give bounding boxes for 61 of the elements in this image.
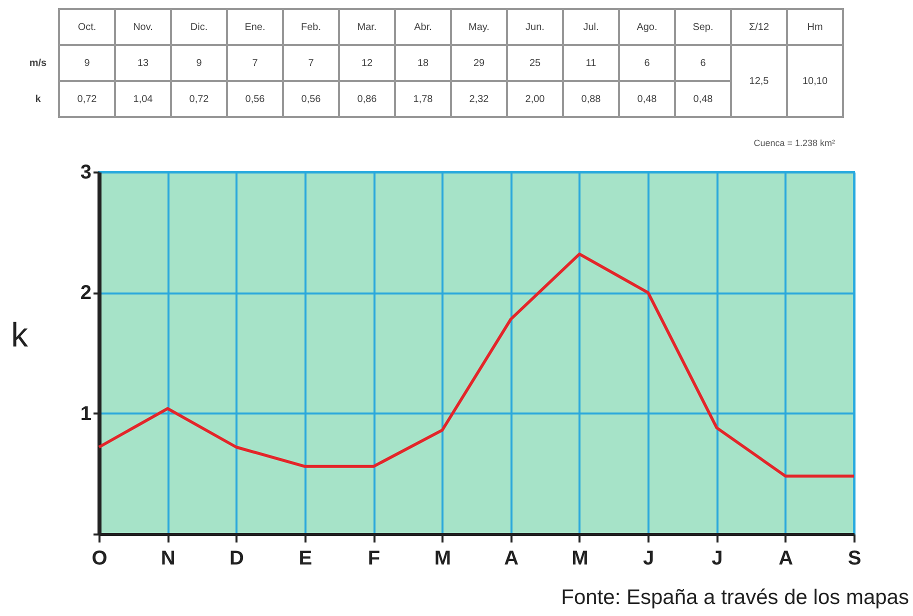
text: Ago. bbox=[619, 9, 675, 45]
text: Mar. bbox=[339, 9, 395, 45]
x-tick-label: M bbox=[434, 548, 452, 570]
x-tick-label: O bbox=[92, 548, 108, 570]
text: 11 bbox=[563, 45, 619, 81]
text: 0,86 bbox=[339, 81, 395, 117]
line-series bbox=[98, 252, 856, 478]
text: 7 bbox=[227, 45, 283, 81]
text: Σ/12 bbox=[731, 9, 787, 45]
x-tick-label: N bbox=[160, 548, 176, 570]
text: Jun. bbox=[507, 9, 563, 45]
text: 13 bbox=[115, 45, 171, 81]
x-tick-label: E bbox=[298, 548, 312, 570]
x-tick-label: D bbox=[230, 548, 244, 570]
x-tick-label: J bbox=[712, 548, 723, 570]
text: 7 bbox=[283, 45, 339, 81]
x-tick-label: S bbox=[848, 548, 862, 570]
text: 12 bbox=[339, 45, 395, 81]
text: 1,78 bbox=[395, 81, 451, 117]
text: 0,56 bbox=[283, 81, 339, 117]
text: 6 bbox=[675, 45, 731, 81]
text: Cuenca = 1.238 km² bbox=[754, 138, 835, 148]
text: 6 bbox=[619, 45, 675, 81]
text: 0,48 bbox=[619, 81, 675, 117]
text: Nov. bbox=[115, 9, 171, 45]
y-axis-title: k bbox=[11, 316, 29, 354]
text: Abr. bbox=[395, 9, 451, 45]
text: 1,04 bbox=[115, 81, 171, 117]
x-tick-label: A bbox=[504, 548, 519, 570]
x-tick-label: A bbox=[778, 548, 794, 570]
text: Hm bbox=[787, 9, 843, 45]
text: 0,48 bbox=[675, 81, 731, 117]
text: Feb. bbox=[283, 9, 339, 45]
text: 25 bbox=[507, 45, 563, 81]
x-tick-label: F bbox=[368, 548, 380, 570]
text: 10,10 bbox=[787, 45, 843, 117]
text: k bbox=[34, 92, 42, 106]
text: m/s bbox=[28, 56, 48, 70]
text: 2,00 bbox=[507, 81, 563, 117]
text: 29 bbox=[451, 45, 507, 81]
text: 0,72 bbox=[171, 81, 227, 117]
text: 0,88 bbox=[563, 81, 619, 117]
text: 9 bbox=[171, 45, 227, 81]
y-tick-label: 1 bbox=[80, 402, 92, 425]
source-note: Fonte: España a través de los mapas bbox=[561, 586, 909, 610]
text: 9 bbox=[59, 45, 115, 81]
y-tick-label: 3 bbox=[80, 162, 92, 184]
text: 12,5 bbox=[731, 45, 787, 117]
text: May. bbox=[451, 9, 507, 45]
text: Ene. bbox=[227, 9, 283, 45]
x-tick-label: J bbox=[643, 548, 654, 570]
y-tick-label: 2 bbox=[80, 282, 92, 304]
text: 0,72 bbox=[59, 81, 115, 117]
text: Dic. bbox=[171, 9, 227, 45]
text: 18 bbox=[395, 45, 451, 81]
text: 2,32 bbox=[451, 81, 507, 117]
text: Oct. bbox=[59, 9, 115, 45]
x-tick-label: M bbox=[572, 548, 588, 570]
text: Sep. bbox=[675, 9, 731, 45]
text: Jul. bbox=[563, 9, 619, 45]
text: 0,56 bbox=[227, 81, 283, 117]
